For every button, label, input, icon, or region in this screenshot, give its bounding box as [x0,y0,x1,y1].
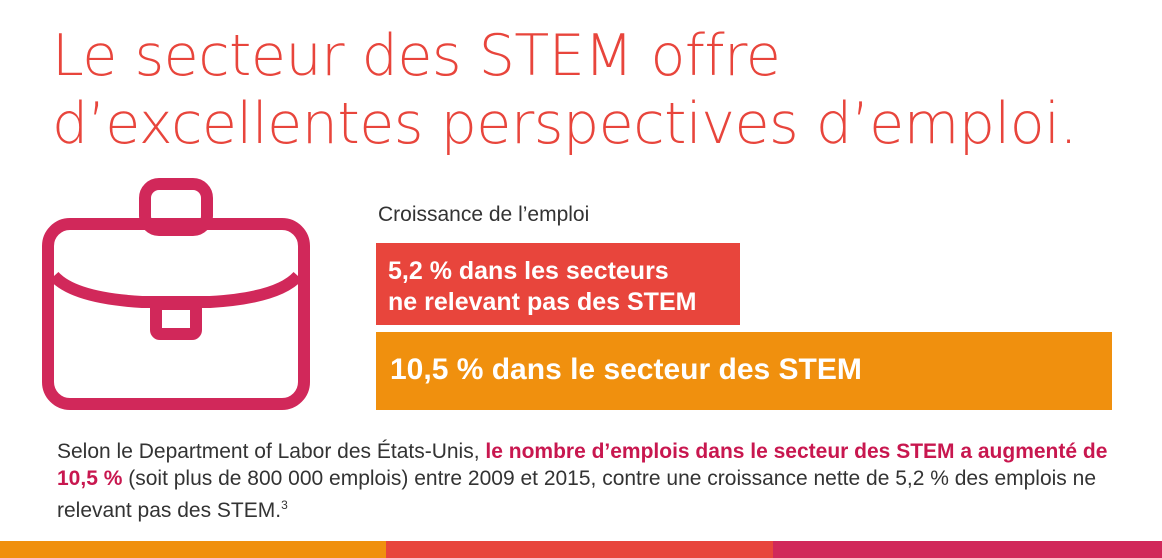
body-text-2: (soit plus de 800 000 emplois) entre 200… [57,467,1096,522]
body-paragraph: Selon le Department of Labor des États-U… [57,438,1137,524]
bar-stem-label: 10,5 % dans le secteur des STEM [390,352,1112,388]
bar-nonstem-label-line-1: 5,2 % dans les secteurs [388,257,669,285]
bar-nonstem-label-line-2: ne relevant pas des STEM [388,288,697,316]
footer-stripe-orange [0,541,386,558]
bar-nonstem-label: 5,2 % dans les secteurs ne relevant pas … [388,256,740,318]
bar-nonstem: 5,2 % dans les secteurs ne relevant pas … [376,243,740,325]
bar-stem: 10,5 % dans le secteur des STEM [376,332,1112,410]
bar-stem-label-line-1: 10,5 % dans le secteur des STEM [390,353,862,386]
body-text-1: Selon le Department of Labor des États-U… [57,440,486,463]
footer-stripe-magenta [773,541,1162,558]
footer-stripe-red [386,541,773,558]
chart-title: Croissance de l’emploi [378,203,590,226]
title-line-2: d’excellentes perspectives d’emploi. [52,91,1078,157]
briefcase-icon [42,178,310,410]
body-highlight: le nombre d’emplois dans le secteur des … [57,440,1108,490]
footnote-ref: 3 [281,498,288,512]
footer-stripe [0,541,1162,558]
page-title: Le secteur des STEM offre d’excellentes … [52,22,1132,158]
title-line-1: Le secteur des STEM offre [52,23,781,89]
